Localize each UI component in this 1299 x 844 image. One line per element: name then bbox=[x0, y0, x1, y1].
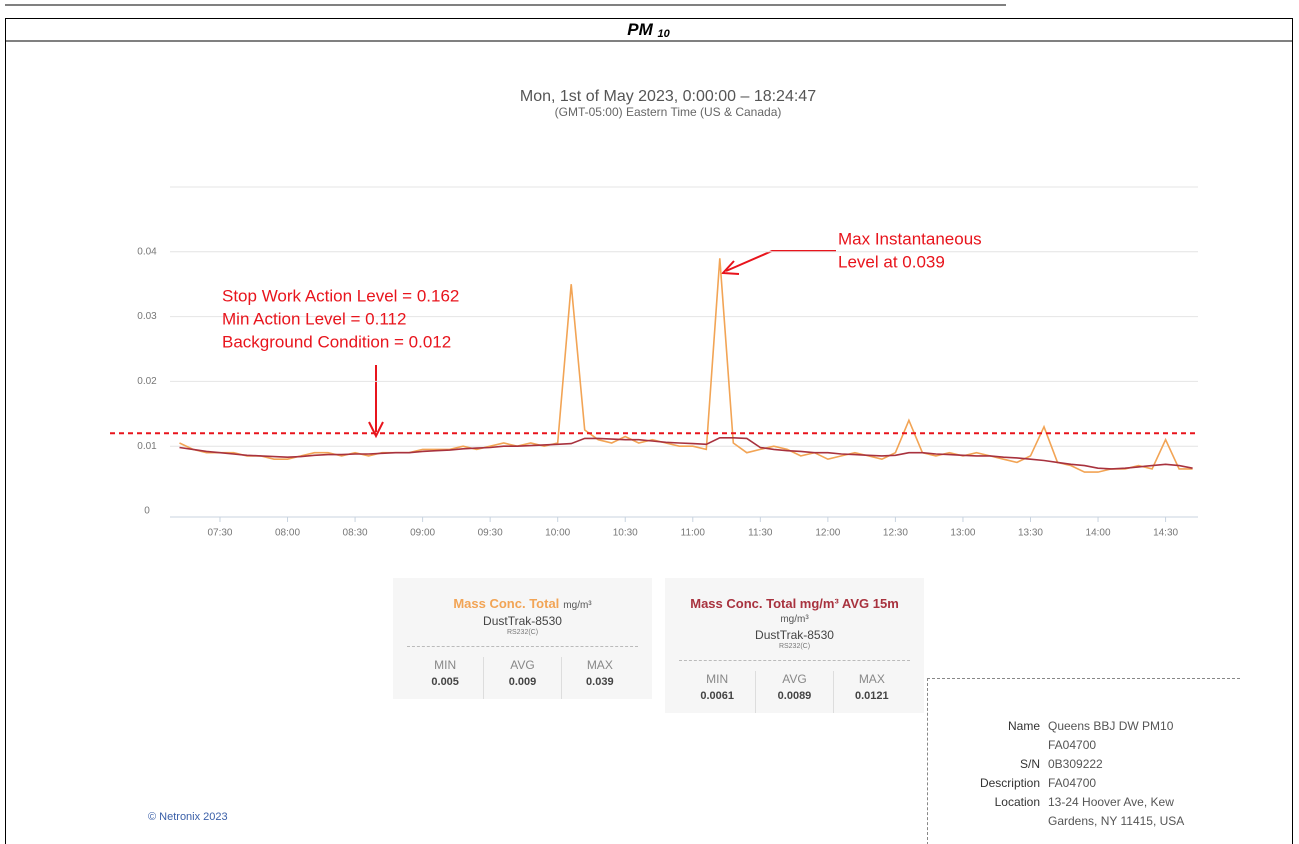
stats-row: MIN 0.005 AVG 0.009 MAX 0.039 bbox=[407, 646, 638, 699]
annotation: Level at 0.039 bbox=[838, 252, 945, 271]
panel-title: Mass Conc. Total mg/m³ bbox=[393, 596, 652, 614]
y-tick-label: 0.02 bbox=[137, 376, 157, 387]
stat-cell: MIN 0.0061 bbox=[679, 671, 757, 713]
stats-panel: Mass Conc. Total mg/m³ DustTrak-8530 RS232(… bbox=[393, 578, 652, 699]
info-value: FA04700 bbox=[1048, 776, 1097, 790]
arrow bbox=[725, 250, 836, 272]
arrow-head bbox=[720, 260, 740, 275]
stat-value: 0.0061 bbox=[700, 690, 734, 702]
x-tick-label: 09:30 bbox=[478, 528, 503, 539]
stat-label: MAX bbox=[586, 658, 613, 672]
info-key: S/N bbox=[1019, 757, 1040, 771]
stat-label: MAX bbox=[858, 672, 885, 686]
panel-device: DustTrak-8530 bbox=[483, 614, 562, 628]
stats-row: MIN 0.0061 AVG 0.0089 MAX 0.0121 bbox=[679, 660, 910, 713]
chart-title: Mon, 1st of May 2023, 0:00:00 – 18:24:47 bbox=[520, 88, 816, 105]
panel-unit: mg/m³ bbox=[563, 600, 592, 611]
data-line bbox=[179, 437, 1193, 470]
x-tick-label: 14:30 bbox=[1153, 528, 1178, 539]
stat-label: AVG bbox=[510, 658, 535, 672]
info-key: Location bbox=[994, 795, 1040, 809]
annotation: Background Condition = 0.012 bbox=[222, 332, 451, 351]
annotation: Stop Work Action Level = 0.162 bbox=[222, 286, 459, 305]
info-row: S/N 0B309222 bbox=[928, 755, 1240, 774]
annotation: Min Action Level = 0.112 bbox=[222, 309, 406, 328]
stat-value: 0.0089 bbox=[777, 690, 812, 702]
x-tick-label: 13:00 bbox=[950, 528, 975, 539]
annotation: Max Instantaneous bbox=[838, 229, 982, 248]
info-value: 13-24 Hoover Ave, Kew Gardens, NY 11415,… bbox=[1048, 795, 1185, 828]
info-row: Location 13-24 Hoover Ave, Kew Gardens, N… bbox=[928, 793, 1240, 831]
panel-port: RS232(C) bbox=[778, 643, 811, 650]
stat-value: 0.005 bbox=[431, 676, 459, 688]
panel-device: DustTrak-8530 bbox=[755, 628, 834, 642]
arrow-head bbox=[368, 421, 384, 439]
info-row: Name Queens BBJ DW PM10 FA04700 bbox=[928, 717, 1240, 755]
y-tick-label: 0.01 bbox=[137, 441, 157, 452]
panel-name: Mass Conc. Total bbox=[453, 596, 560, 611]
x-tick-label: 11:00 bbox=[681, 528, 706, 539]
header-subscript: 10 bbox=[657, 28, 670, 40]
x-tick-label: 09:00 bbox=[410, 528, 435, 539]
stat-label: MIN bbox=[434, 658, 457, 672]
stat-value: 0.0121 bbox=[854, 690, 889, 702]
info-value: Queens BBJ DW PM10 FA04700 bbox=[1048, 719, 1174, 752]
x-tick-label: 13:30 bbox=[1018, 528, 1043, 539]
y-tick-label: 0.04 bbox=[137, 246, 157, 257]
info-box: Name Queens BBJ DW PM10 FA04700 S/N 0B30922… bbox=[927, 678, 1240, 844]
x-tick-label: 10:00 bbox=[545, 528, 570, 539]
panel-port: RS232(C) bbox=[506, 629, 539, 636]
stat-cell: MIN 0.005 bbox=[407, 657, 485, 699]
info-key: Description bbox=[979, 776, 1040, 790]
header: PM 10 bbox=[5, 18, 1292, 40]
stat-value: 0.039 bbox=[586, 676, 614, 688]
x-tick-label: 07:30 bbox=[207, 528, 232, 539]
info-key: Name bbox=[1007, 719, 1040, 733]
stat-cell: MAX 0.039 bbox=[562, 657, 638, 699]
panel-unit: mg/m³ bbox=[780, 614, 809, 625]
stats-panel: Mass Conc. Total mg/m³ AVG 15m mg/m³ DustT… bbox=[665, 578, 924, 713]
info-row: Description FA04700 bbox=[928, 774, 1240, 793]
y-tick-label: 0 bbox=[144, 506, 150, 517]
stat-label: AVG bbox=[782, 672, 807, 686]
stat-label: MIN bbox=[706, 672, 729, 686]
stat-cell: AVG 0.0089 bbox=[756, 671, 834, 713]
stat-value: 0.009 bbox=[508, 676, 537, 688]
x-tick-label: 10:30 bbox=[613, 528, 638, 539]
x-tick-label: 12:30 bbox=[883, 528, 908, 539]
footer: © Netronix 2023 bbox=[148, 811, 228, 823]
y-tick-label: 0.03 bbox=[137, 311, 157, 322]
stat-cell: MAX 0.0121 bbox=[834, 671, 910, 713]
x-tick-label: 14:00 bbox=[1086, 528, 1111, 539]
stat-cell: AVG 0.009 bbox=[484, 657, 562, 699]
x-tick-label: 08:30 bbox=[343, 528, 368, 539]
panel-name: Mass Conc. Total mg/m³ AVG 15m bbox=[690, 596, 899, 611]
panel-title: Mass Conc. Total mg/m³ AVG 15m mg/m³ bbox=[665, 596, 924, 628]
x-tick-label: 12:00 bbox=[815, 528, 840, 539]
x-tick-label: 11:30 bbox=[748, 528, 773, 539]
x-tick-label: 08:00 bbox=[275, 528, 300, 539]
header-title: PM bbox=[627, 20, 653, 39]
chart-subtitle: (GMT-05:00) Eastern Time (US & Canada) bbox=[555, 105, 782, 119]
info-value: 0B309222 bbox=[1048, 757, 1103, 771]
frame bbox=[5, 18, 1293, 844]
